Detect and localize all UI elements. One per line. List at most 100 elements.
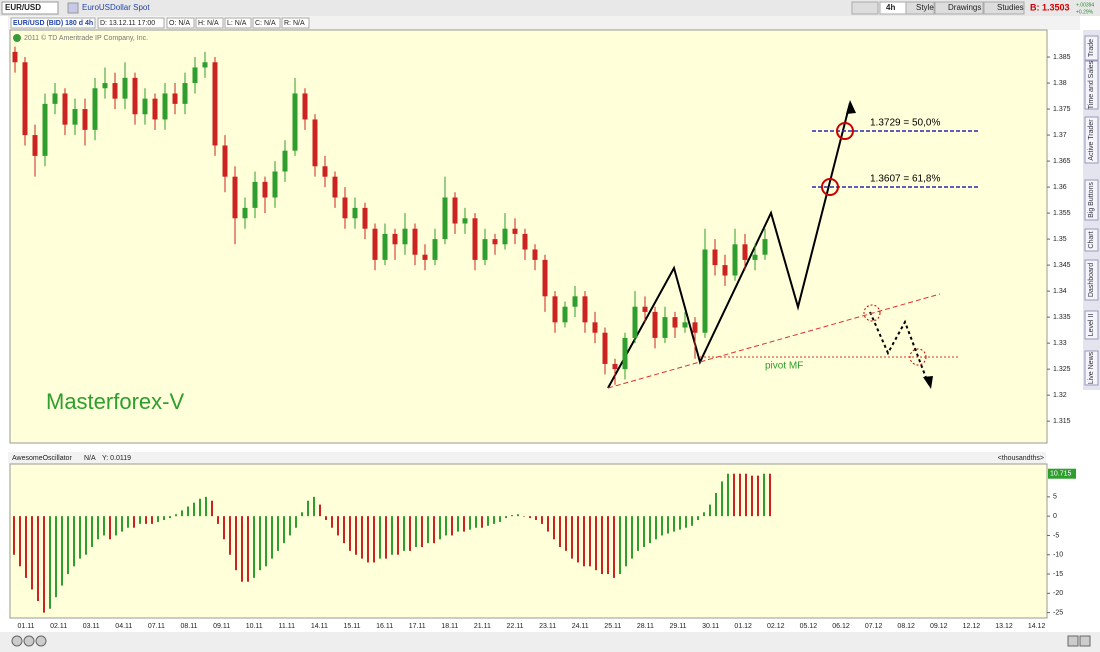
candle-body <box>12 51 18 63</box>
oscillator-bar <box>217 516 219 524</box>
x-tick-label: 17.11 <box>409 623 426 630</box>
candle-body <box>32 135 38 156</box>
x-tick-label: 14.11 <box>311 623 328 630</box>
oscillator-bar <box>163 516 165 521</box>
x-tick-label: 25.11 <box>604 623 621 630</box>
y-tick-label: -15 <box>1053 571 1063 578</box>
oscillator-bar <box>547 516 549 532</box>
side-tab[interactable] <box>1084 60 1099 110</box>
side-tab[interactable] <box>1084 35 1099 61</box>
oscillator-bar <box>631 516 633 559</box>
oscillator-bar <box>613 516 615 578</box>
symbol-box[interactable] <box>1 1 59 15</box>
x-tick-label: 13.12 <box>995 623 1013 630</box>
candle-body <box>422 254 428 260</box>
candle-body <box>172 93 178 104</box>
oscillator-bar <box>103 516 105 536</box>
zigzag <box>607 102 851 389</box>
x-tick-label: 12.12 <box>963 623 981 630</box>
y-tick-label: 1.365 <box>1053 158 1071 165</box>
oscillator-bar <box>409 516 411 551</box>
oscillator-bar <box>229 516 231 555</box>
x-tick-label: 04.11 <box>115 623 132 630</box>
oscillator-bar <box>79 516 81 559</box>
oscillator-bar <box>313 496 315 517</box>
oscillator-bar <box>91 516 93 548</box>
oscillator-bar <box>295 516 297 528</box>
side-tab[interactable] <box>1084 350 1099 386</box>
oscillator-bar <box>241 516 243 582</box>
oscillator-bar <box>379 516 381 559</box>
info-text: L: N/A <box>227 20 247 27</box>
oscillator-bar <box>499 516 501 522</box>
candle-body <box>722 265 728 276</box>
info-field <box>252 17 281 29</box>
x-tick-label: 21.11 <box>474 623 491 630</box>
oscillator-bar <box>529 516 531 519</box>
drawings-button[interactable] <box>934 1 984 15</box>
candle-body <box>112 83 118 99</box>
oscillator-bar <box>271 516 273 559</box>
studies-button[interactable] <box>983 1 1025 15</box>
candle-body <box>52 93 58 104</box>
target-circle <box>909 348 927 366</box>
candle-body <box>292 93 298 151</box>
oscillator-bar <box>619 516 621 575</box>
candle-body <box>312 119 318 167</box>
oscillator-bar <box>19 516 21 567</box>
candle-body <box>272 171 278 198</box>
oscillator-bar <box>55 516 57 598</box>
oscillator-bar <box>151 516 153 524</box>
x-tick-label: 03.11 <box>83 623 100 630</box>
candle-body <box>212 62 218 146</box>
scroll-button[interactable] <box>1079 635 1091 647</box>
annotation: 1.3607 = 61,8% <box>870 174 940 185</box>
oscillator-bar <box>391 516 393 555</box>
oscillator-bar <box>679 516 681 530</box>
y-tick-label: 1.34 <box>1053 288 1067 295</box>
zoom-button[interactable] <box>11 635 23 647</box>
info-text: C: N/A <box>255 20 276 27</box>
info-field <box>97 17 165 29</box>
style-button[interactable] <box>905 1 935 15</box>
side-tab[interactable] <box>1084 116 1099 164</box>
icon[interactable] <box>67 2 79 14</box>
oscillator-bar <box>31 516 33 590</box>
drawings-label: Drawings <box>948 3 981 12</box>
y-tick-label: 1.345 <box>1053 262 1071 269</box>
candle-body <box>282 150 288 172</box>
last-value: 10.715 <box>1050 471 1072 478</box>
candle-body <box>432 239 438 260</box>
x-tick-label: 07.12 <box>865 623 883 630</box>
candle-body <box>602 332 608 364</box>
candle-body <box>22 62 28 136</box>
side-tab-label: Big Buttons <box>1088 182 1095 218</box>
oscillator-bar <box>691 516 693 526</box>
oscillator-bar <box>445 516 447 536</box>
side-tab[interactable] <box>1084 179 1099 221</box>
target-circle <box>821 178 839 196</box>
candle-body <box>72 109 78 125</box>
y-tick-label: 1.36 <box>1053 184 1067 191</box>
candle-body <box>492 239 498 245</box>
x-tick-label: 07.11 <box>148 623 165 630</box>
candle-body <box>262 181 268 198</box>
oscillator-bar <box>439 516 441 540</box>
side-tab[interactable] <box>1084 310 1099 340</box>
candle-body <box>132 77 138 115</box>
tool-button[interactable] <box>851 1 879 15</box>
oscillator-panel <box>9 463 1048 619</box>
zoom-button[interactable] <box>23 635 35 647</box>
toolbar <box>0 0 1100 16</box>
x-tick-label: 05.12 <box>800 623 818 630</box>
symbol: EUR/USD <box>5 3 41 12</box>
zoom-button[interactable] <box>35 635 47 647</box>
oscillator-bar <box>421 516 423 548</box>
side-tab[interactable] <box>1084 259 1099 301</box>
oscillator-bar <box>583 516 585 567</box>
side-tab[interactable] <box>1084 228 1099 252</box>
oscillator-bar <box>169 516 171 519</box>
candle-body <box>92 88 98 130</box>
oscillator-bar <box>115 516 117 536</box>
scroll-button[interactable] <box>1067 635 1079 647</box>
